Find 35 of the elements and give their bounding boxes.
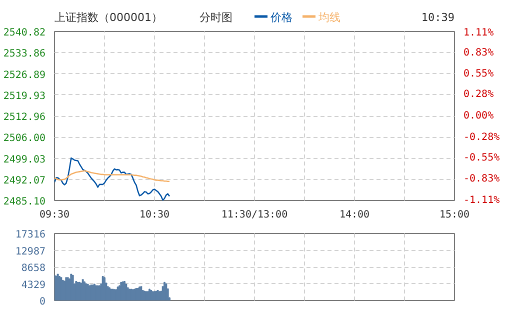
y2-tick-label: 0.28%	[464, 89, 494, 100]
y-tick-label: 2540.82	[3, 28, 46, 38]
y-tick-label: 2492.07	[3, 175, 46, 186]
chart-title: 上证指数（000001）	[54, 11, 162, 24]
y2-tick-label: 1.11%	[464, 28, 494, 38]
line-series	[54, 170, 170, 182]
y-tick-label: 4329	[21, 280, 46, 291]
y2-tick-label: 0.55%	[464, 68, 494, 80]
y-tick-label: 12987	[15, 246, 46, 258]
y-tick-label: 2519.93	[3, 90, 46, 102]
y-tick-label: 17316	[15, 230, 46, 240]
x-tick-label: 11:30/13:00	[221, 210, 288, 220]
y-tick-label: 2506.00	[3, 133, 46, 144]
y2-tick-label: 0.83%	[464, 47, 494, 58]
y-tick-label: 2533.86	[3, 48, 46, 60]
y-tick-label: 2512.96	[3, 112, 46, 123]
y-tick-label: 8658	[21, 263, 46, 274]
chart-subtitle: 分时图	[200, 11, 232, 24]
y-tick-label: 2526.89	[3, 70, 46, 81]
y2-tick-label: -0.55%	[464, 152, 500, 164]
x-tick-label: 15:00	[439, 210, 470, 220]
y2-tick-label: -1.11%	[464, 195, 500, 206]
y-tick-label: 2499.03	[3, 154, 46, 166]
legend-label: 价格	[270, 11, 292, 24]
text: 10:39	[421, 11, 455, 24]
y-tick-label: 2485.10	[3, 196, 46, 208]
x-tick-label: 09:30	[39, 210, 70, 220]
y-tick-label: 0	[39, 296, 46, 308]
legend-label: 均线	[318, 11, 340, 24]
y2-tick-label: -0.28%	[464, 132, 500, 143]
x-tick-label: 14:00	[339, 210, 370, 220]
x-tick-label: 10:30	[139, 210, 170, 220]
line-series	[54, 157, 170, 200]
y2-tick-label: 0.00%	[464, 110, 494, 122]
y2-tick-label: -0.83%	[464, 174, 500, 185]
